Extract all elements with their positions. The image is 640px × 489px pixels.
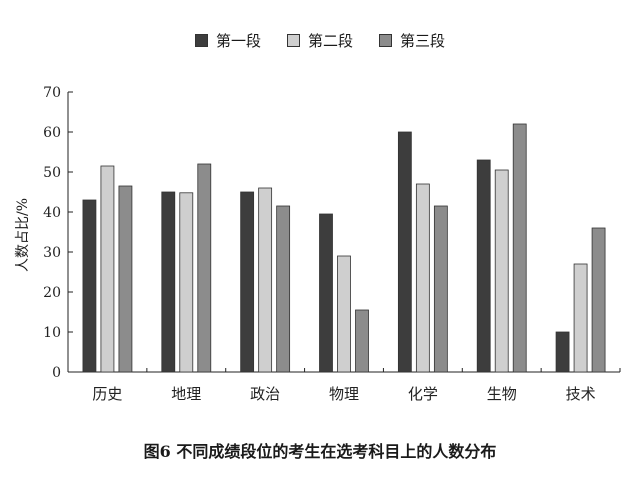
- y-tick-label: 0: [52, 365, 61, 381]
- legend-swatch-series-3: [379, 33, 392, 47]
- bar-1: [319, 213, 333, 373]
- legend-item-series-3: 第三段: [379, 30, 445, 51]
- bar-3: [591, 227, 606, 373]
- x-tick-label: 物理: [329, 385, 359, 403]
- figure-caption: 图6 不同成绩段位的考生在选考科目上的人数分布: [143, 442, 497, 461]
- x-tick-label: 技术: [566, 385, 596, 403]
- y-tick-label: 70: [43, 85, 61, 101]
- bar-3: [355, 309, 369, 373]
- x-tick-label: 化学: [408, 385, 438, 403]
- bar-3: [433, 205, 448, 373]
- y-axis-title: 人数占比/%: [8, 175, 36, 295]
- y-tick-label: 10: [43, 325, 61, 341]
- x-tick-label: 政治: [250, 385, 280, 403]
- y-tick-label: 30: [43, 245, 61, 261]
- bar-1: [161, 191, 176, 373]
- bar-2: [179, 192, 194, 373]
- bar-1: [555, 331, 570, 373]
- bar-2: [415, 183, 430, 373]
- legend-label-series-1: 第一段: [215, 31, 261, 50]
- bar-3: [118, 185, 133, 373]
- legend-label-series-3: 第三段: [400, 31, 446, 50]
- chart-legend: 第一段 第二段 第三段: [0, 28, 640, 52]
- y-tick-label: 50: [43, 165, 61, 181]
- bar-1: [82, 199, 97, 373]
- legend-item-series-2: 第二段: [286, 30, 353, 51]
- bar-2: [573, 263, 588, 373]
- bar-2: [494, 169, 509, 373]
- bar-3: [197, 163, 212, 373]
- y-tick-label: 60: [43, 125, 61, 141]
- bar-2: [337, 255, 351, 373]
- bar-1: [397, 131, 412, 373]
- x-tick-label: 生物: [487, 385, 517, 403]
- legend-swatch-series-2: [286, 33, 300, 47]
- bar-3: [512, 123, 527, 373]
- legend-swatch-series-1: [194, 33, 208, 47]
- bar-1: [476, 159, 491, 373]
- x-tick-label: 地理: [171, 385, 201, 403]
- y-tick-label: 20: [43, 285, 61, 301]
- x-tick-label: 历史: [92, 385, 122, 403]
- y-axis-title-text: 人数占比/%: [15, 197, 31, 273]
- bar-1: [240, 191, 255, 373]
- bar-2: [100, 165, 115, 373]
- legend-item-series-1: 第一段: [194, 30, 261, 51]
- bar-2: [258, 187, 273, 373]
- y-tick-label: 40: [43, 205, 61, 221]
- bar-3: [276, 205, 291, 373]
- legend-label-series-2: 第二段: [307, 31, 353, 50]
